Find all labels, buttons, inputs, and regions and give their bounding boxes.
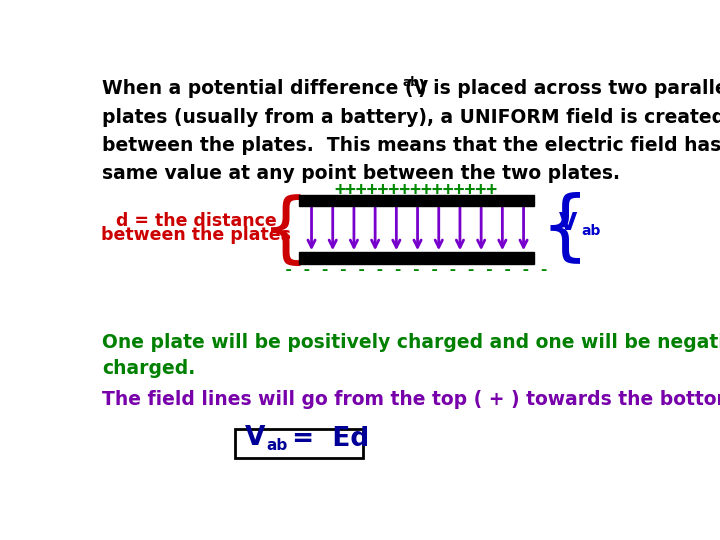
Text: One plate will be positively charged and one will be negatively: One plate will be positively charged and…	[102, 333, 720, 352]
Text: plates (usually from a battery), a UNIFORM field is created: plates (usually from a battery), a UNIFO…	[102, 107, 720, 126]
Text: - - - - - - - - - - - - - - -: - - - - - - - - - - - - - - -	[284, 262, 549, 277]
Text: same value at any point between the two plates.: same value at any point between the two …	[102, 164, 620, 183]
Text: V: V	[245, 425, 266, 451]
Bar	[300, 252, 534, 264]
Text: ab: ab	[266, 438, 287, 453]
Bar	[300, 194, 534, 206]
Text: between the plates: between the plates	[101, 226, 291, 244]
Text: between the plates.  This means that the electric field has the: between the plates. This means that the …	[102, 136, 720, 155]
Text: =  Ed: = Ed	[283, 426, 369, 452]
Text: The field lines will go from the top ( + ) towards the bottom ( - ).: The field lines will go from the top ( +…	[102, 390, 720, 409]
Bar	[235, 429, 364, 458]
Text: V: V	[559, 211, 577, 235]
Text: +++++++++++++++: +++++++++++++++	[335, 180, 498, 199]
Text: {: {	[541, 191, 590, 265]
Text: d = the distance: d = the distance	[116, 212, 276, 230]
Text: When a potential difference (V: When a potential difference (V	[102, 79, 428, 98]
Text: ) is placed across two parallel: ) is placed across two parallel	[418, 79, 720, 98]
Text: ab: ab	[581, 224, 600, 238]
Text: charged.: charged.	[102, 359, 196, 378]
Text: ab: ab	[402, 77, 419, 90]
Text: }: }	[243, 191, 292, 265]
